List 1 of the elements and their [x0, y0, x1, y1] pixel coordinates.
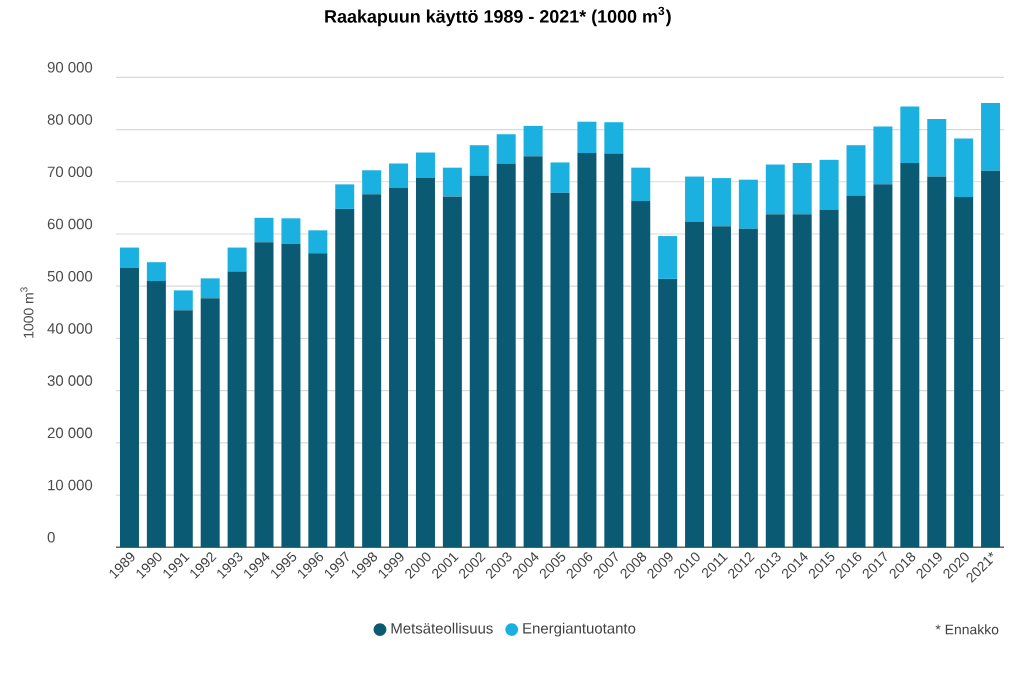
chart-title: Raakapuun käyttö 1989 - 2021* (1000 m$^{3}$) — [325, 6, 671, 27]
